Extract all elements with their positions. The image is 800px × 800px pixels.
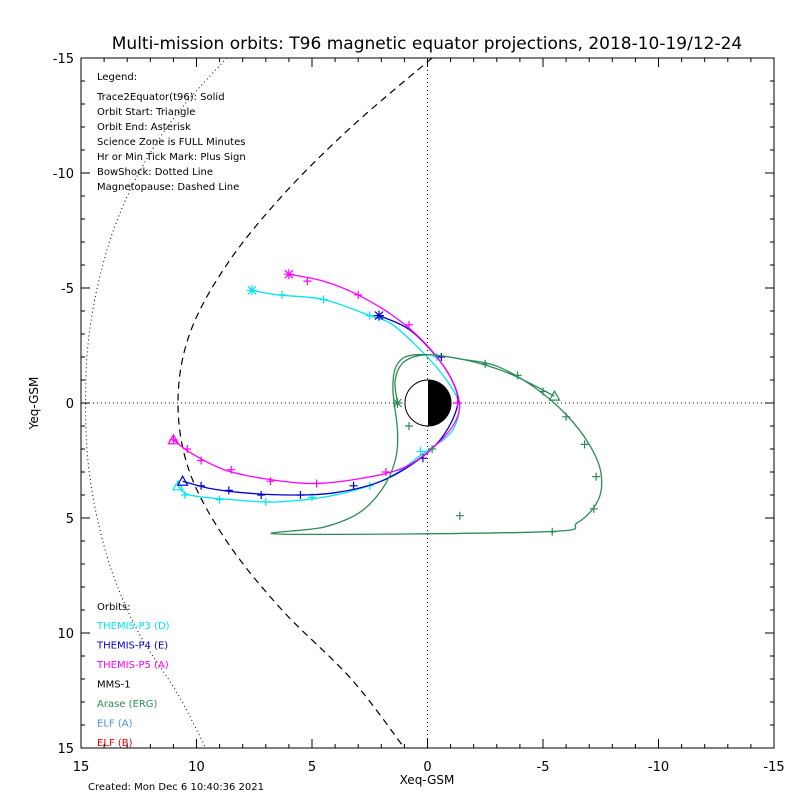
orbits-legend-title: Orbits: — [97, 602, 131, 613]
x-tick-label: 10 — [188, 760, 205, 775]
x-axis-label: Xeq-GSM — [400, 773, 455, 787]
x-tick-label: -5 — [537, 760, 550, 775]
y-tick-label: 0 — [66, 397, 74, 412]
y-tick-labels: -15 -10 -5 0 5 10 15 — [53, 52, 74, 757]
tick-mark-plus — [296, 491, 305, 499]
created-timestamp: Created: Mon Dec 6 10:40:36 2021 — [88, 782, 264, 793]
legend-title: Legend: — [97, 72, 137, 83]
orbit-end-asterisk — [373, 310, 384, 321]
tick-mark-plus — [224, 486, 233, 495]
y-tick-label: 15 — [57, 742, 74, 757]
chart-title: Multi-mission orbits: T96 magnetic equat… — [112, 34, 743, 54]
tick-mark-plus — [381, 468, 390, 476]
tick-mark-plus — [437, 353, 446, 361]
tick-mark-plus — [455, 511, 464, 520]
x-tick-label: -10 — [648, 760, 669, 775]
tick-mark-plus — [227, 465, 236, 474]
tick-mark-plus — [197, 456, 206, 465]
tick-mark-plus — [215, 495, 224, 504]
legend-line: BowShock: Dotted Line — [97, 167, 213, 178]
orbit-end-asterisk — [246, 285, 257, 296]
orbit-legend-entry: THEMIS-P3 (D) — [96, 621, 170, 632]
y-tick-label: 10 — [57, 627, 74, 642]
orbit-end-asterisk — [392, 398, 403, 408]
orbit-legend-entry: Arase (ERG) — [97, 699, 158, 710]
legend: Legend: Trace2Equator(t96): Solid Orbit … — [96, 72, 246, 193]
tick-mark-plus — [257, 491, 266, 499]
tick-mark-plus — [261, 497, 270, 506]
orbit-end-asterisk — [283, 269, 294, 280]
x-tick-label: 5 — [308, 760, 316, 775]
axis-ticks — [80, 57, 775, 749]
bowshock-dotted-line — [85, 58, 227, 748]
orbit-legend-entry: THEMIS-P5 (A) — [96, 660, 169, 671]
x-tick-label: -15 — [763, 760, 784, 775]
tick-mark-plus — [319, 295, 328, 304]
orbit-series-arase-erg — [270, 353, 603, 536]
x-tick-label: 0 — [423, 760, 431, 775]
y-tick-label: -15 — [53, 52, 74, 67]
tick-mark-plus — [312, 479, 321, 488]
legend-line: Hr or Min Tick Mark: Plus Sign — [97, 152, 246, 163]
orbit-legend-entry: ELF (A) — [97, 719, 133, 730]
tick-mark-plus — [405, 422, 414, 430]
tick-mark-plus — [349, 481, 358, 490]
tick-mark-plus — [197, 481, 206, 490]
tick-mark-plus — [539, 387, 547, 396]
orbit-series-themis-p5-a — [167, 269, 462, 488]
legend-line: Magnetopause: Dashed Line — [97, 182, 239, 193]
tick-mark-plus — [428, 445, 437, 453]
legend-line: Science Zone is FULL Minutes — [97, 137, 246, 148]
tick-mark-plus — [180, 491, 189, 499]
x-tick-labels: 15 10 5 0 -5 -10 -15 — [73, 760, 785, 775]
orbit-start-triangle — [548, 389, 561, 401]
y-tick-label: 5 — [66, 512, 74, 527]
y-tick-label: -5 — [61, 282, 74, 297]
orbit-legend-entry: THEMIS-P4 (E) — [96, 641, 168, 652]
magnetopause-dashed-line — [177, 58, 433, 748]
tick-mark-plus — [365, 311, 374, 320]
orbit-start-triangle — [176, 474, 189, 486]
tick-mark-plus — [580, 440, 589, 449]
tick-mark-plus — [405, 320, 414, 329]
tick-mark-plus — [266, 477, 275, 486]
tick-mark-plus — [303, 277, 312, 286]
legend-line: Orbit Start: Triangle — [97, 107, 195, 118]
tick-mark-plus — [354, 290, 363, 299]
tick-mark-plus — [562, 412, 571, 421]
orbit-start-triangle — [167, 433, 180, 445]
orbits-legend: Orbits: THEMIS-P3 (D) THEMIS-P4 (E) THEMIS… — [96, 602, 170, 749]
orbit-line — [270, 353, 603, 535]
tick-mark-plus — [416, 447, 425, 456]
orbit-legend-entry: ELF (B) — [97, 738, 133, 749]
legend-line: Trace2Equator(t96): Solid — [96, 92, 225, 103]
orbit-line — [173, 273, 461, 485]
tick-mark-plus — [453, 399, 462, 407]
y-axis-label: Yeq-GSM — [27, 377, 41, 431]
orbit-legend-entry: MMS-1 — [97, 680, 131, 691]
tick-mark-plus — [183, 445, 192, 453]
tick-mark-plus — [277, 290, 286, 299]
tick-mark-plus — [589, 504, 598, 513]
earth-icon — [404, 379, 452, 427]
tick-mark-plus — [513, 371, 522, 380]
legend-line: Orbit End: Asterisk — [97, 122, 191, 133]
tick-mark-plus — [481, 359, 490, 368]
y-tick-label: -10 — [53, 167, 74, 182]
orbit-series — [167, 269, 603, 536]
x-tick-label: 15 — [73, 760, 90, 775]
tick-mark-plus — [548, 527, 557, 536]
tick-mark-plus — [592, 472, 601, 481]
